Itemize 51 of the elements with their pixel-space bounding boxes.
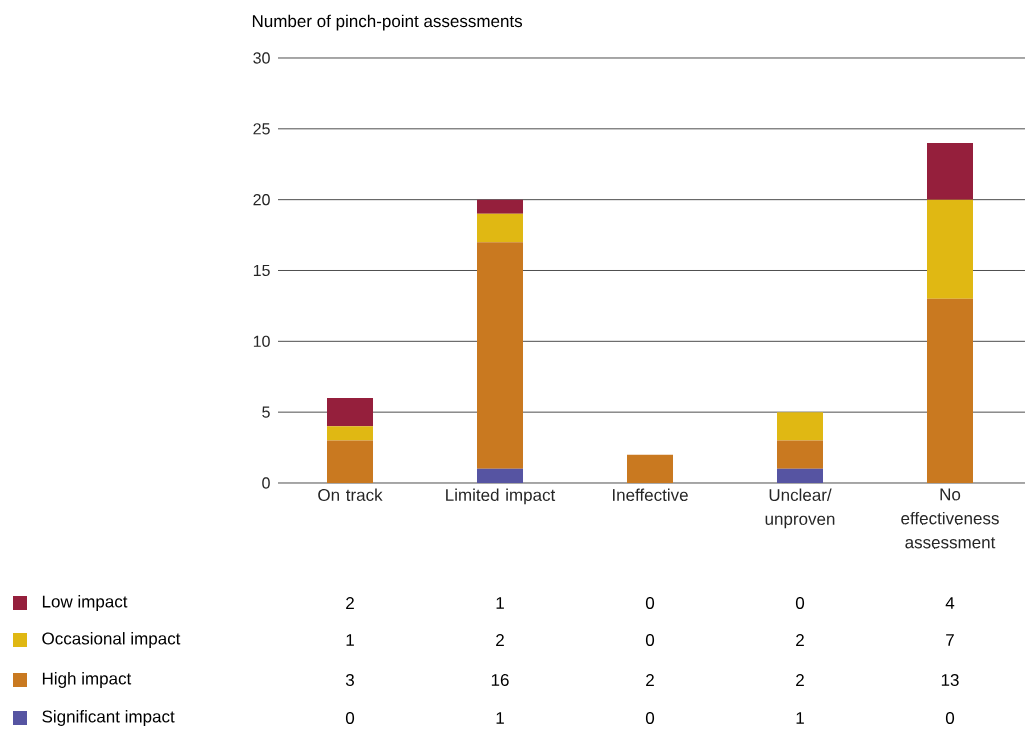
data-label: 2 [346,597,354,609]
data-label: 0 [945,711,955,725]
bar [327,440,373,483]
x-tick-label: Limited impact [446,488,556,505]
data-label: 0 [645,711,655,725]
data-label: 1 [346,634,354,646]
data-label: 1 [796,712,804,724]
data-label: 0 [795,596,805,610]
y-tick-label: 15 [253,264,270,277]
bar [477,468,524,483]
bar [777,412,823,441]
bar [327,426,373,441]
data-label: 3 [345,673,354,687]
x-tick-label: No effectiveness assessment [901,488,999,549]
data-label: 0 [345,711,355,725]
legend-label: High impact [42,672,132,688]
data-label: 4 [945,597,955,609]
y-tick-label: 20 [253,194,270,206]
y-axis-title: Number of pinch-point assessments [252,14,523,31]
data-label: 16 [491,673,509,687]
data-label: 2 [796,674,804,686]
bar [477,199,524,214]
bar [927,199,973,299]
data-label: 2 [496,634,504,646]
data-label: 7 [946,634,954,646]
x-tick-label: Unclear/ unproven [765,488,835,529]
y-tick-label: 30 [253,52,270,64]
bar [477,242,524,469]
y-tick-label: 5 [262,406,270,418]
bar [777,468,823,483]
legend-label: Occasional impact [42,632,181,648]
data-label: 0 [645,596,655,610]
y-tick-label: 25 [253,123,270,135]
data-label: 2 [646,674,654,686]
x-tick-label: Ineffective [612,488,688,502]
data-label: 1 [496,712,504,724]
bar [627,454,673,483]
data-label: 13 [941,673,959,687]
y-tick-label: 10 [253,335,270,347]
bar [927,142,973,200]
bar [327,397,373,427]
bar [777,440,823,469]
data-label: 0 [645,633,655,647]
legend-label: Significant impact [42,710,175,726]
bar [927,298,973,483]
x-tick-label: On track [318,488,383,502]
legend-label: Low impact [42,595,128,611]
bar [477,213,524,243]
data-label: 1 [496,597,504,609]
data-label: 2 [796,634,804,646]
y-tick-label: 0 [262,477,270,489]
